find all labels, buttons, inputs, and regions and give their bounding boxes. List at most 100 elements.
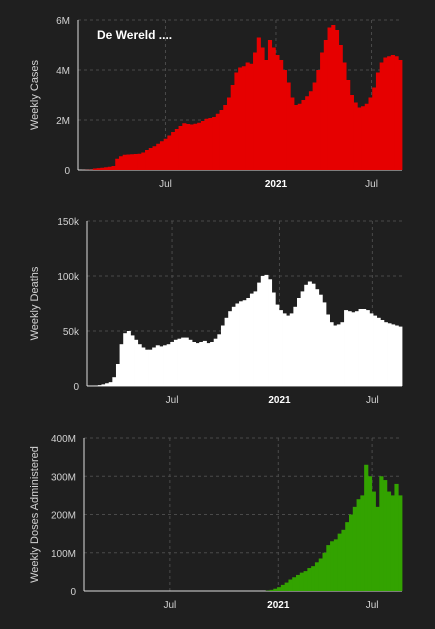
doses-bar — [285, 583, 289, 591]
deaths-ytick-label: 150k — [57, 217, 80, 228]
cases-bar — [368, 98, 372, 171]
doses-bar — [387, 492, 391, 591]
deaths-bar — [214, 339, 218, 386]
deaths-bar — [152, 348, 156, 387]
deaths-bar — [337, 324, 341, 386]
cases-bar — [395, 56, 399, 170]
deaths-bar — [388, 323, 392, 386]
cases-xtick-label: Jul — [159, 179, 172, 190]
deaths-bar — [235, 304, 239, 387]
deaths-bar — [159, 346, 163, 386]
deaths-bar — [228, 311, 232, 386]
deaths-bar — [188, 340, 192, 386]
cases-bar — [175, 129, 179, 170]
doses-xtick-label: Jul — [366, 600, 379, 611]
deaths-bar — [297, 298, 301, 386]
deaths-bar — [261, 276, 265, 386]
cases-bar — [238, 68, 242, 171]
deaths-ytick-label: 100k — [57, 272, 80, 283]
deaths-bar — [362, 309, 366, 386]
doses-bar — [277, 587, 281, 591]
doses-bar — [364, 465, 368, 591]
deaths-bar — [301, 291, 305, 386]
deaths-bar — [156, 345, 160, 386]
cases-bar — [294, 105, 298, 170]
cases-bar — [313, 83, 317, 171]
deaths-bar — [141, 348, 145, 387]
cases-bar — [193, 124, 197, 170]
cases-bar — [301, 100, 305, 170]
deaths-bar — [326, 315, 330, 387]
doses-bar — [273, 589, 277, 591]
cases-bar — [220, 110, 224, 170]
cases-bar — [130, 154, 134, 170]
cases-bar — [275, 55, 279, 170]
cases-bar — [104, 167, 108, 170]
cases-bar — [97, 168, 101, 170]
cases-bar — [316, 70, 320, 170]
deaths-bar — [149, 350, 153, 386]
deaths-bar — [192, 342, 196, 386]
deaths-bar — [243, 300, 247, 386]
cases-ytick-label: 6M — [56, 16, 70, 27]
cases-bar — [335, 30, 339, 170]
deaths-bar — [109, 382, 113, 386]
doses-bar — [288, 580, 292, 591]
doses-bar — [360, 495, 364, 591]
deaths-bar — [203, 341, 207, 386]
doses-bar — [349, 515, 353, 592]
cases-ytick-label: 2M — [56, 116, 70, 127]
deaths-bar — [311, 284, 315, 386]
cases-bar — [141, 153, 145, 171]
cases-bar — [126, 155, 130, 171]
deaths-bar — [330, 322, 334, 386]
cases-bar — [331, 25, 335, 170]
deaths-bar — [359, 309, 363, 386]
cases-bar — [268, 40, 272, 170]
deaths-bar — [206, 343, 210, 386]
cases-bar — [138, 154, 142, 170]
deaths-bar — [275, 305, 279, 386]
deaths-bar — [130, 335, 134, 386]
deaths-bar — [120, 344, 124, 386]
cases-bar — [216, 114, 220, 170]
cases-bar — [156, 144, 160, 170]
cases-bar — [171, 132, 175, 170]
doses-bar — [311, 566, 315, 591]
deaths-bar — [170, 342, 174, 386]
cases-bar — [260, 48, 264, 171]
deaths-xtick-label: Jul — [366, 395, 379, 406]
doses-bar — [372, 492, 376, 591]
deaths-bar — [398, 327, 402, 386]
deaths-bar — [304, 285, 308, 386]
cases-bar — [152, 146, 156, 170]
deaths-bar — [264, 275, 268, 386]
cases-bar — [182, 123, 186, 170]
cases-bar — [186, 124, 190, 170]
cases-bar — [242, 66, 246, 170]
doses-ytick-label: 0 — [70, 587, 76, 598]
cases-bar — [115, 159, 119, 170]
deaths-bar — [217, 334, 221, 386]
doses-bar — [394, 484, 398, 591]
cases-bar — [272, 48, 276, 171]
cases-bar — [350, 95, 354, 170]
doses-bar — [307, 568, 311, 591]
cases-bar — [123, 155, 127, 170]
deaths-bar — [257, 283, 261, 386]
deaths-bar — [373, 316, 377, 386]
deaths-bar — [377, 318, 381, 386]
deaths-bar — [369, 313, 373, 386]
cases-bar — [100, 168, 104, 170]
deaths-bar — [344, 310, 348, 386]
cases-bar — [372, 88, 376, 171]
deaths-bar — [167, 344, 171, 386]
cases-bar — [383, 58, 387, 171]
deaths-bar — [308, 282, 312, 387]
deaths-bar — [232, 307, 236, 386]
cases-bar — [234, 73, 238, 171]
